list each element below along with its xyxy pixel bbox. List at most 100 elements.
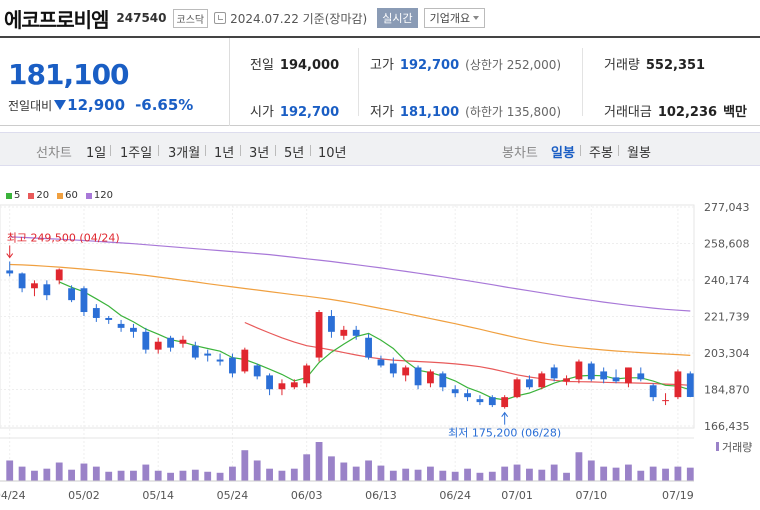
legend-label: 120 [93, 190, 113, 201]
legend-label: 20 [36, 190, 50, 201]
y-tick-label: 258,608 [704, 238, 750, 251]
stat-prev-close: 전일 194,000 [250, 54, 339, 73]
divider [205, 145, 206, 156]
candle-body [513, 379, 521, 398]
volume-bar [365, 460, 372, 481]
period-1y[interactable]: 1년 [214, 146, 235, 161]
min-arrow-head [501, 411, 509, 417]
candle-body [154, 341, 162, 350]
candle-body [68, 288, 75, 301]
amount-value: 102,236 [657, 105, 718, 120]
candle-body [488, 397, 496, 406]
candle-body [315, 312, 323, 358]
candle-body [179, 339, 187, 344]
period-1d[interactable]: 1일 [86, 146, 107, 161]
divider [358, 48, 359, 116]
prev-close-label: 전일 [250, 58, 274, 73]
period-3m[interactable]: 3개월 [168, 146, 201, 161]
divider [582, 48, 583, 116]
volume-bar [649, 466, 657, 481]
x-tick-label: 07/19 [662, 489, 694, 502]
candle-body [476, 399, 484, 403]
volume-bar [216, 472, 224, 481]
min-annotation: 최저 175,200 (06/28) [448, 427, 561, 440]
volume-bar [55, 462, 63, 481]
price-chart[interactable]: 277,043 258,608 240,174 221,739 203,304 184,8… [0, 196, 760, 510]
volume-bar [328, 456, 335, 481]
x-tick-label: 05/24 [217, 489, 249, 502]
candle-body [625, 367, 632, 384]
realtime-button[interactable]: 실시간 [377, 8, 418, 28]
volume-bar [92, 466, 100, 481]
quote-stats: 전일 194,000 시가 192,700 고가 192,700 (상한가 25… [230, 38, 760, 126]
change-label: 전일대비 [8, 98, 53, 113]
volume-bar [464, 468, 471, 481]
price-block: 181,100 전일대비 12,900 -6.65% [0, 38, 230, 126]
volume-bar [290, 468, 298, 481]
ma20-line [244, 321, 691, 386]
candle-body [439, 373, 447, 388]
company-info-dropdown[interactable]: 기업개요 [423, 8, 486, 28]
candle-body [204, 353, 212, 356]
candle-monthly[interactable]: 월봉 [627, 146, 651, 161]
chevron-down-icon [473, 16, 480, 20]
max-annotation: 최고 249,500 (04/24) [7, 232, 120, 245]
volume-bar [600, 466, 608, 481]
x-tick-label: 04/24 [0, 489, 26, 502]
candle-body [18, 273, 26, 289]
candle-weekly[interactable]: 주봉 [589, 146, 613, 161]
y-tick-label: 277,043 [704, 201, 750, 214]
chart-legend: 5 20 60 120 [6, 190, 113, 201]
quote-panel: 181,100 전일대비 12,900 -6.65% 전일 194,000 시가… [0, 36, 760, 126]
candle-daily[interactable]: 일봉 [551, 146, 575, 161]
change-amount: 12,900 [67, 96, 126, 114]
candle-body [290, 382, 298, 388]
volume-bar [352, 466, 360, 481]
candle-body [674, 371, 682, 398]
volume-bar [538, 469, 546, 481]
candle-body [229, 357, 236, 374]
candle-body [464, 393, 471, 398]
volume-bar [43, 468, 51, 481]
candle-body [414, 367, 422, 386]
stock-name: 에코프로비엠 [4, 7, 109, 32]
candle-body [575, 361, 583, 380]
prev-close-value: 194,000 [279, 58, 340, 73]
volume-bar [377, 465, 385, 481]
ma5-line [58, 281, 691, 401]
legend-ma120: 120 [85, 190, 113, 201]
line-chart-label: 선차트 [36, 146, 72, 161]
volume-bar [389, 470, 397, 481]
volume-bar [167, 472, 174, 481]
volume-bar [278, 470, 286, 481]
candle-body [92, 308, 100, 318]
volume-bar [587, 460, 595, 481]
volume-bar [241, 450, 249, 481]
divider [158, 145, 159, 156]
down-arrow-icon [54, 100, 67, 110]
volume-bar [674, 466, 682, 481]
clock-icon [214, 12, 227, 24]
period-5y[interactable]: 5년 [284, 146, 305, 161]
volume-bar [130, 470, 137, 481]
candle-body [402, 367, 410, 376]
candle-body [637, 373, 645, 380]
volume-bar [303, 454, 311, 481]
period-1w[interactable]: 1주일 [120, 146, 153, 161]
period-10y[interactable]: 10년 [318, 146, 347, 161]
y-tick-label: 240,174 [704, 274, 750, 287]
candle-body [587, 363, 595, 380]
volume-bar [68, 469, 75, 481]
stat-volume: 거래량 552,351 [604, 54, 705, 73]
volume-bar [476, 472, 484, 481]
candle-body [526, 379, 533, 388]
period-3y[interactable]: 3년 [249, 146, 270, 161]
candle-body [241, 349, 249, 372]
legend-swatch [6, 192, 12, 199]
volume-bar [513, 464, 521, 481]
volume-bar [686, 467, 694, 481]
volume-bar [6, 460, 14, 481]
volume-bar [526, 468, 533, 481]
change-row: 전일대비 12,900 -6.65% [8, 96, 193, 114]
candle-body [352, 329, 360, 336]
